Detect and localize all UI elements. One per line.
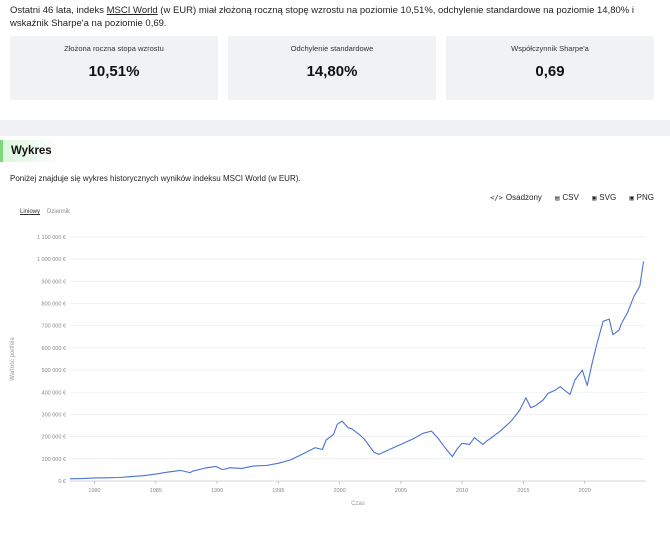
scale-linear-option[interactable]: Liniowy [20, 209, 41, 215]
csv-button[interactable]: ▤ CSV [555, 193, 579, 202]
y-tick-label: 600 000 € [42, 346, 66, 352]
stats-cards: Złożona roczna stopa wzrostu 10,51% Odch… [10, 36, 660, 100]
section-description: Poniżej znajduje się wykres historycznyc… [10, 174, 301, 183]
y-tick-label: 500 000 € [42, 368, 66, 374]
y-tick-label: 1 000 000 € [37, 257, 66, 263]
scale-toggle: Liniowy Dziennik [20, 209, 77, 215]
png-button[interactable]: ▣ PNG [629, 193, 654, 202]
chart-section: Wykres Poniżej znajduje się wykres histo… [0, 136, 670, 533]
y-axis-title: Wartość portfela [10, 337, 16, 381]
intro-before: Ostatni 46 lata, indeks [10, 5, 107, 16]
msci-world-link[interactable]: MSCI World [106, 5, 158, 16]
chart-toolbar: </> Osadzony ▤ CSV ▣ SVG ▣ PNG [479, 193, 654, 202]
x-tick-label: 1995 [272, 488, 284, 494]
sharpe-value: 0,69 [535, 63, 565, 80]
file-png-icon: ▣ [629, 194, 634, 202]
x-tick-label: 1980 [88, 488, 100, 494]
file-csv-icon: ▤ [555, 194, 560, 202]
x-tick-label: 2020 [579, 488, 591, 494]
x-tick-label: 2005 [395, 488, 407, 494]
series-line [69, 261, 645, 480]
x-tick-label: 1985 [150, 488, 162, 494]
x-axis-title: Czas [351, 501, 365, 507]
embed-label: Osadzony [505, 193, 542, 202]
cagr-value: 10,51% [88, 63, 140, 80]
y-tick-label: 700 000 € [42, 324, 66, 330]
file-svg-icon: ▣ [592, 194, 597, 202]
intro-after: (w EUR) miał złożoną roczną stopę wzrost… [10, 5, 634, 29]
y-tick-label: 900 000 € [42, 279, 66, 285]
svg-button[interactable]: ▣ SVG [592, 193, 616, 202]
y-tick-label: 0 € [58, 479, 66, 485]
scale-log-option[interactable]: Dziennik [47, 209, 71, 215]
cagr-label: Złożona roczna stopa wzrostu [64, 44, 164, 53]
svg-label: SVG [599, 193, 617, 202]
x-tick-label: 2010 [456, 488, 468, 494]
x-tick-label: 2000 [333, 488, 345, 494]
sharpe-label: Współczynnik Sharpe'a [511, 44, 589, 53]
stdev-label: Odchylenie standardowe [290, 44, 374, 53]
y-tick-label: 1 100 000 € [37, 235, 66, 241]
summary-panel: Ostatni 46 lata, indeks MSCI World (w EU… [0, 0, 670, 120]
section-divider [0, 120, 670, 136]
y-tick-label: 100 000 € [42, 457, 66, 463]
stdev-value: 14,80% [306, 63, 358, 80]
x-tick-label: 2015 [517, 488, 529, 494]
embed-button[interactable]: </> Osadzony [490, 193, 542, 202]
y-tick-label: 800 000 € [42, 302, 66, 308]
sharpe-card: Współczynnik Sharpe'a 0,69 [446, 36, 654, 100]
cagr-card: Złożona roczna stopa wzrostu 10,51% [10, 36, 218, 100]
code-icon: </> [490, 194, 503, 202]
png-label: PNG [636, 193, 654, 202]
portfolio-chart: 0 € 100 000 € 200 000 € 300 000 € 400 000 € 5… [10, 235, 646, 507]
y-tick-label: 300 000 € [42, 412, 66, 418]
stdev-card: Odchylenie standardowe 14,80% [228, 36, 436, 100]
section-title: Wykres [0, 140, 60, 162]
y-tick-label: 400 000 € [42, 390, 66, 396]
intro-text: Ostatni 46 lata, indeks MSCI World (w EU… [10, 5, 660, 30]
x-tick-label: 1990 [211, 488, 223, 494]
csv-label: CSV [562, 193, 579, 202]
y-tick-label: 200 000 € [42, 435, 66, 441]
